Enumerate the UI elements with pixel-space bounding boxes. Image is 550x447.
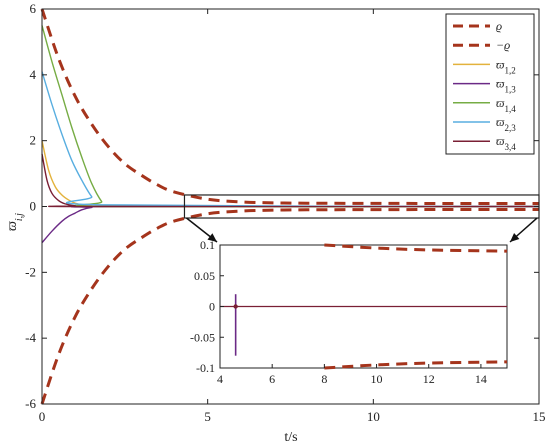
legend-label-w13: ϖ1,3: [496, 77, 516, 95]
y-axis-label: ϖi,j: [5, 213, 25, 231]
legend-label-w14: ϖ1,4: [496, 96, 516, 114]
x-tick-label: 5: [204, 409, 211, 424]
series-line-w34: [41, 153, 540, 208]
legend: ϱ −ϱ ϖ1,2 ϖ1,3ϖ1,4ϖ2,3ϖ3,4: [445, 13, 535, 155]
bound-lower-line: [40, 207, 540, 405]
inset-x-tick-label: 14: [475, 372, 487, 386]
legend-label-rho: ϱ: [496, 19, 502, 33]
inset-bound-lower-line: [324, 360, 508, 370]
inset-y-tick-label: 0.05: [194, 269, 215, 283]
inset-y-tick-label: -0.1: [196, 361, 215, 375]
y-tick-label: 6: [30, 1, 37, 16]
inset-x-tick-label: 10: [371, 372, 383, 386]
inset-spike-marker: [233, 304, 238, 309]
inset-x-tick-label: 6: [269, 372, 275, 386]
zoom-arrow-left-head: [207, 233, 217, 242]
inset-y-tick-label: 0.1: [200, 238, 215, 252]
y-tick-label: -4: [25, 330, 36, 345]
x-tick-label: 10: [367, 409, 380, 424]
inset-y-tick-label: -0.05: [190, 330, 215, 344]
y-tick-label: 0: [30, 199, 37, 214]
bound-upper-line: [40, 8, 540, 206]
inset-bound-upper-line: [324, 243, 508, 253]
zoom-box: [183, 194, 540, 219]
legend-label-negrho: −ϱ: [496, 38, 510, 52]
y-tick-label: -2: [25, 264, 36, 279]
inset-x-tick-label: 4: [217, 372, 223, 386]
inset-x-tick-label: 8: [321, 372, 327, 386]
y-tick-label: 2: [30, 133, 37, 148]
legend-label-w23: ϖ2,3: [496, 115, 516, 133]
legend-label-w12: ϖ1,2: [496, 57, 516, 75]
legend-label-w34: ϖ3,4: [496, 134, 516, 152]
zoom-arrow-right-head: [510, 233, 520, 242]
x-tick-label: 15: [533, 409, 546, 424]
main-plot: 0 5 10 15 -6 -4 -2 0 2 4 6: [25, 1, 545, 424]
y-tick-label: -6: [25, 396, 36, 411]
inset-y-tick-label: 0: [209, 300, 215, 314]
inset-plot: 4 6 8 10 12 14 0.1 0.05 0 -0.05 -0.1: [183, 194, 540, 386]
x-axis-label: t/s: [284, 430, 297, 445]
y-tick-label: 4: [30, 67, 37, 82]
inset-x-tick-label: 12: [423, 372, 435, 386]
x-tick-label: 0: [39, 409, 46, 424]
